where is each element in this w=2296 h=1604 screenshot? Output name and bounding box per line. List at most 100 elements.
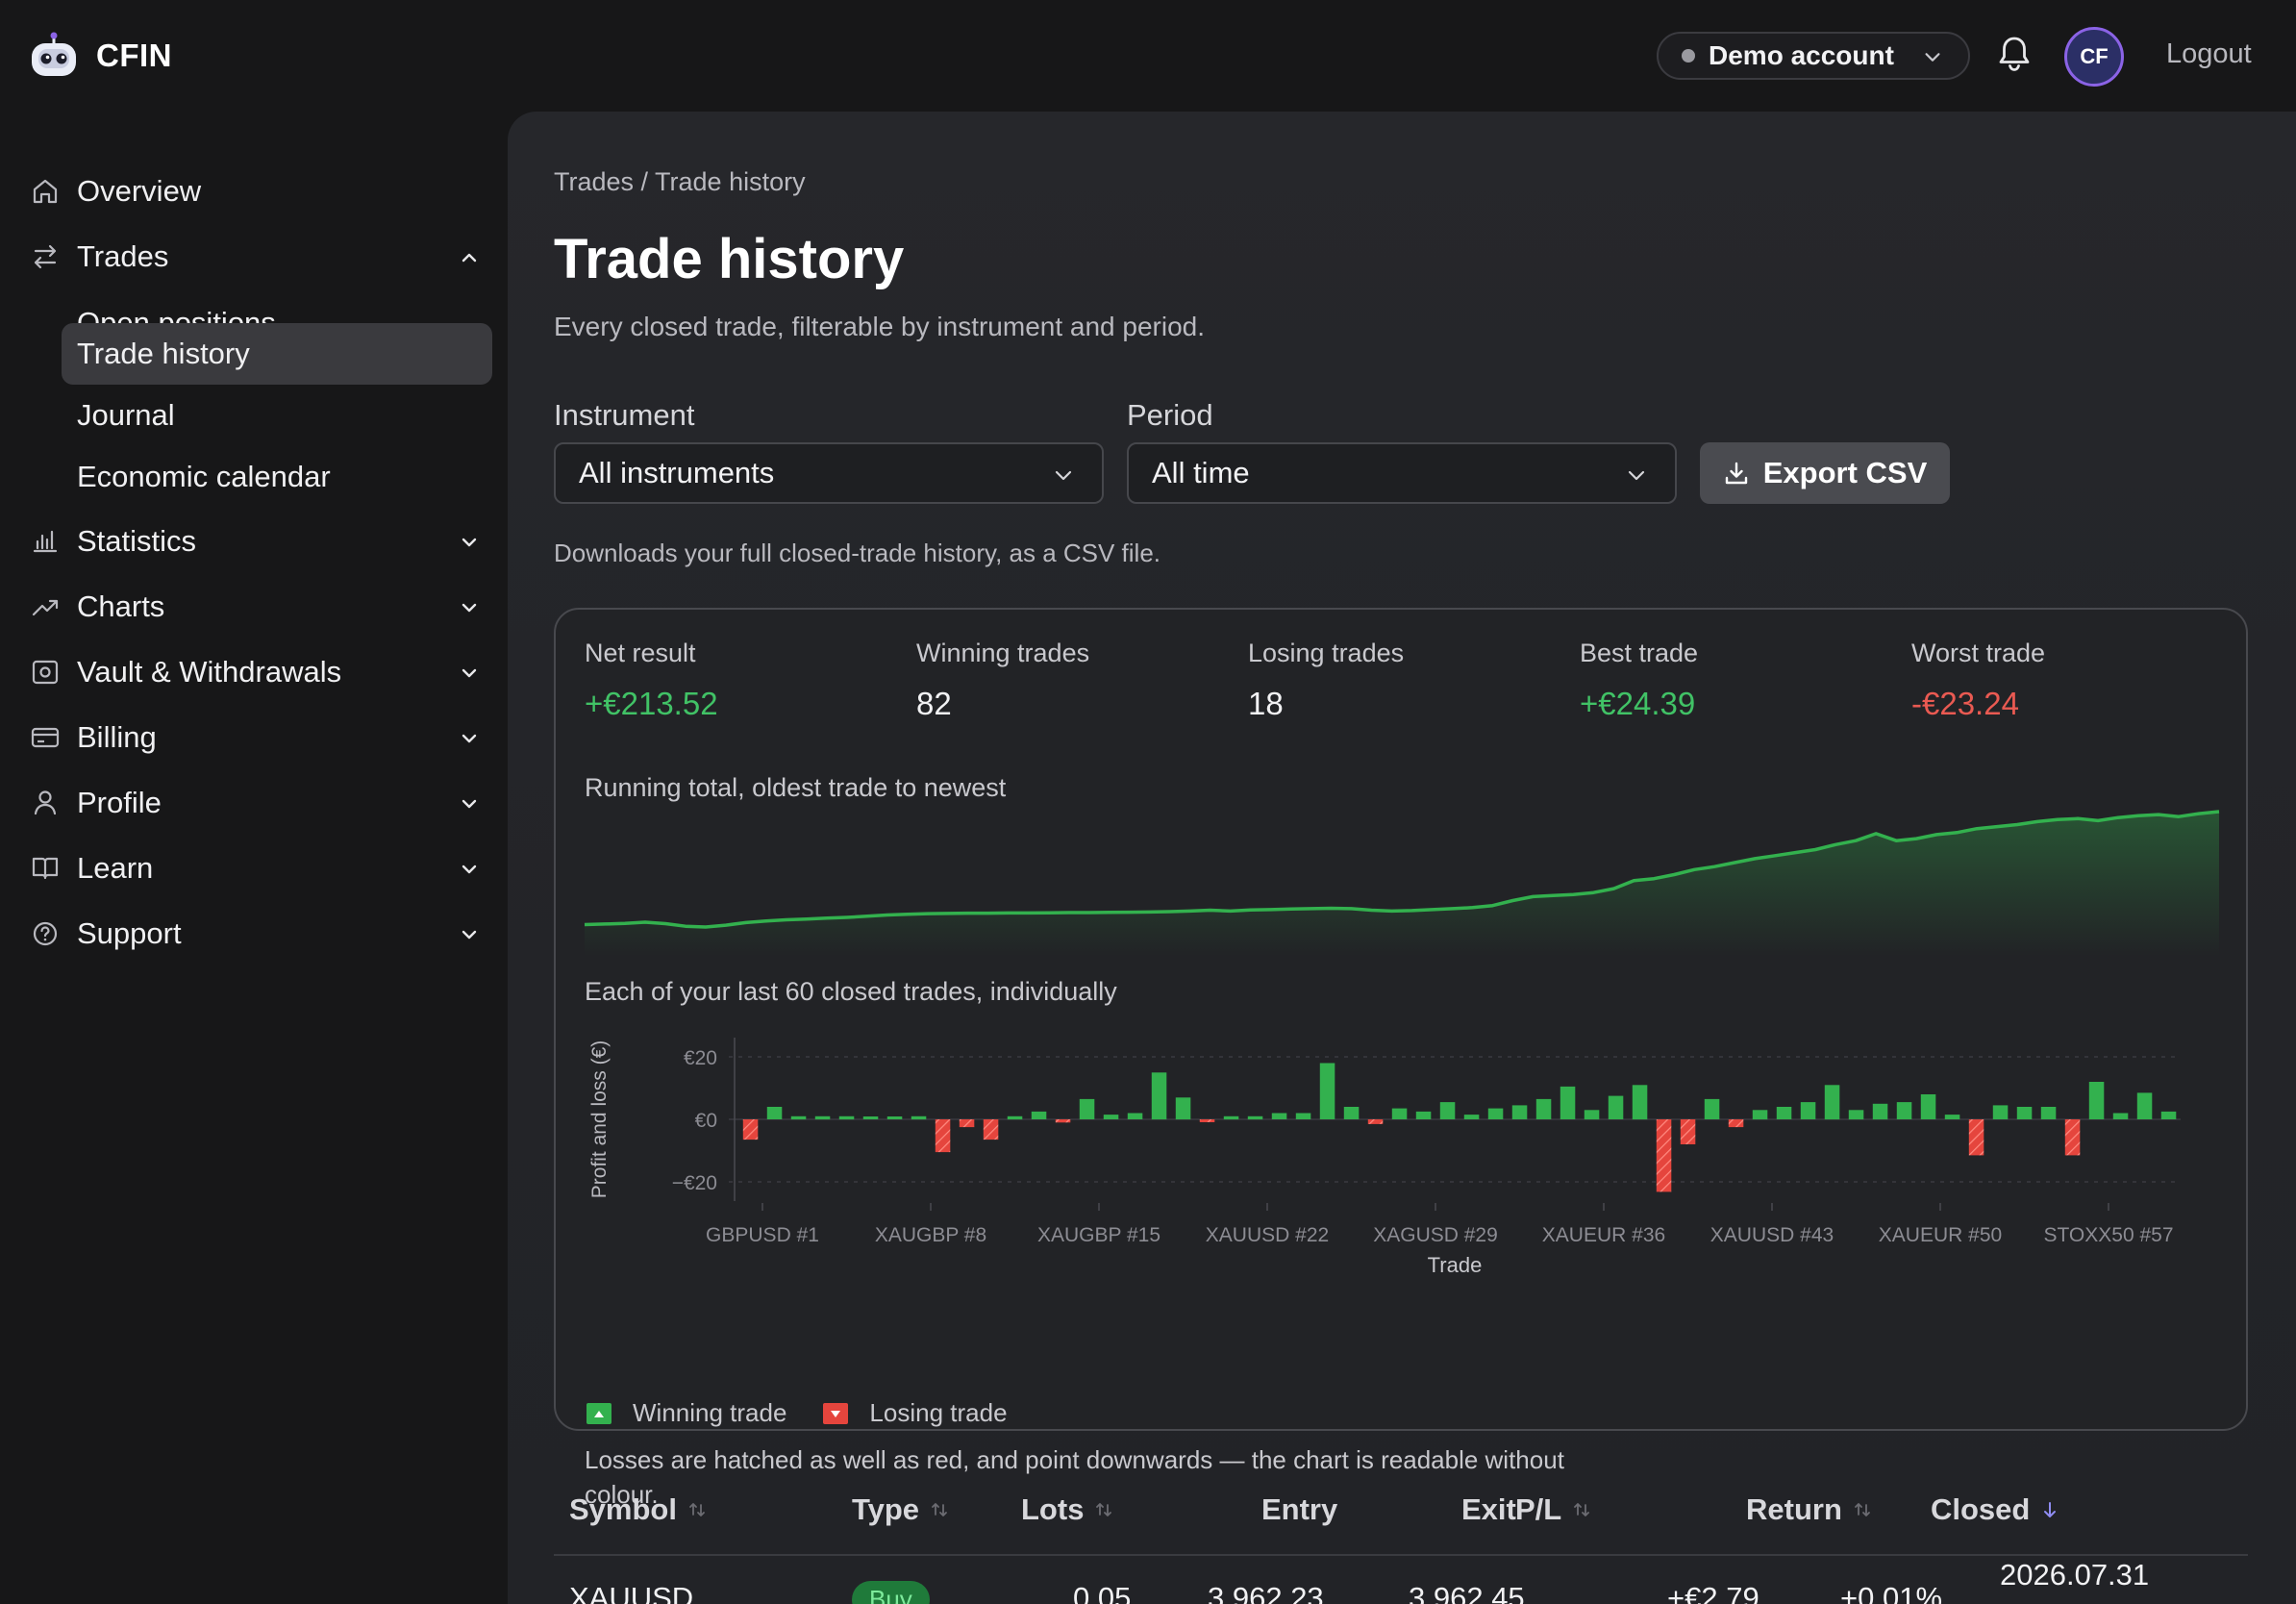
- column-header-closed[interactable]: Closed: [1931, 1492, 2060, 1527]
- win-bar[interactable]: [1079, 1098, 1095, 1119]
- sidebar-subitem-journal[interactable]: Journal: [62, 385, 492, 446]
- column-header-entry[interactable]: Entry: [1261, 1492, 1337, 1527]
- sidebar-item-label: Trades: [77, 239, 169, 273]
- avatar[interactable]: CF: [2064, 27, 2124, 87]
- win-bar[interactable]: [2136, 1092, 2153, 1119]
- win-bar[interactable]: [1343, 1107, 1360, 1119]
- win-bar[interactable]: [1151, 1072, 1167, 1120]
- column-header-pl[interactable]: P/L: [1515, 1492, 1592, 1527]
- win-bar[interactable]: [1872, 1103, 1888, 1120]
- win-bar[interactable]: [1632, 1085, 1648, 1120]
- win-bar[interactable]: [1391, 1108, 1408, 1119]
- loss-bar[interactable]: [1055, 1119, 1071, 1123]
- loss-bar[interactable]: [2064, 1119, 2081, 1156]
- win-bar[interactable]: [1463, 1115, 1480, 1119]
- win-bar[interactable]: [1439, 1102, 1456, 1119]
- win-bar[interactable]: [911, 1115, 927, 1120]
- bell-icon[interactable]: [1997, 35, 2032, 73]
- win-bar[interactable]: [886, 1116, 903, 1119]
- win-bar[interactable]: [1511, 1105, 1528, 1119]
- logout-link[interactable]: Logout: [2166, 38, 2252, 69]
- sidebar-item-profile[interactable]: Profile: [29, 776, 481, 830]
- brand[interactable]: CFIN: [29, 32, 172, 80]
- sort-icon: [1096, 1503, 1112, 1516]
- win-bar[interactable]: [1247, 1115, 1263, 1120]
- sidebar-item-charts[interactable]: Charts: [29, 580, 481, 634]
- loss-bar[interactable]: [959, 1119, 975, 1128]
- win-bar[interactable]: [2088, 1082, 2105, 1119]
- sidebar-item-trades[interactable]: Trades: [29, 230, 481, 284]
- stat-losing-trades: Losing trades 18: [1248, 639, 1404, 722]
- win-bar[interactable]: [1487, 1108, 1504, 1119]
- loss-bar[interactable]: [1968, 1119, 1984, 1156]
- win-bar[interactable]: [862, 1116, 879, 1119]
- win-bar[interactable]: [2160, 1111, 2177, 1119]
- win-bar[interactable]: [790, 1115, 807, 1120]
- win-bar[interactable]: [814, 1115, 831, 1120]
- loss-bar[interactable]: [1367, 1119, 1384, 1124]
- sidebar-item-vault-withdrawals[interactable]: Vault & Withdrawals: [29, 645, 481, 699]
- win-bar[interactable]: [1776, 1107, 1792, 1119]
- win-bar[interactable]: [1800, 1102, 1816, 1119]
- win-bar[interactable]: [2040, 1107, 2057, 1119]
- win-bar[interactable]: [1704, 1098, 1720, 1119]
- sidebar-item-support[interactable]: Support: [29, 907, 481, 961]
- win-bar[interactable]: [1295, 1113, 1311, 1120]
- column-header-symbol[interactable]: Symbol: [569, 1492, 708, 1527]
- sidebar-subitem-trade-history[interactable]: Trade history: [62, 323, 492, 385]
- win-bar[interactable]: [1560, 1086, 1576, 1119]
- win-bar[interactable]: [1752, 1110, 1768, 1120]
- column-header-lots[interactable]: Lots: [1021, 1492, 1114, 1527]
- win-bar[interactable]: [1175, 1097, 1191, 1120]
- win-bar[interactable]: [1271, 1113, 1287, 1120]
- sidebar-item-label: Profile: [77, 786, 162, 819]
- period-select[interactable]: All time: [1127, 442, 1677, 504]
- bar-chart-icon: [33, 530, 58, 553]
- win-bar[interactable]: [1992, 1105, 2009, 1119]
- win-bar[interactable]: [1824, 1085, 1840, 1120]
- sidebar-subitem-economic-calendar[interactable]: Economic calendar: [62, 446, 492, 508]
- sidebar-item-billing[interactable]: Billing: [29, 711, 481, 764]
- account-switcher[interactable]: Demo account: [1657, 32, 1970, 80]
- win-bar[interactable]: [1223, 1115, 1239, 1120]
- win-bar[interactable]: [1103, 1115, 1119, 1119]
- win-bar[interactable]: [1319, 1063, 1335, 1120]
- column-header-label: Type: [852, 1492, 920, 1526]
- win-bar[interactable]: [1584, 1110, 1600, 1120]
- win-bar[interactable]: [1127, 1113, 1143, 1120]
- win-bar[interactable]: [838, 1115, 855, 1120]
- loss-bar[interactable]: [1680, 1119, 1696, 1144]
- win-bar[interactable]: [766, 1107, 783, 1119]
- win-bar[interactable]: [1415, 1111, 1432, 1119]
- sidebar-item-overview[interactable]: Overview: [29, 164, 481, 218]
- breadcrumb[interactable]: Trades / Trade history: [554, 167, 806, 196]
- column-header-label: Return: [1746, 1492, 1842, 1526]
- loss-bar[interactable]: [983, 1119, 999, 1140]
- export-csv-button[interactable]: Export CSV: [1700, 442, 1950, 504]
- loss-bar[interactable]: [1656, 1119, 1672, 1192]
- win-bar[interactable]: [1031, 1111, 1047, 1119]
- sort-icon: [1574, 1503, 1590, 1516]
- win-bar[interactable]: [1535, 1098, 1552, 1119]
- sidebar-item-statistics[interactable]: Statistics: [29, 514, 481, 568]
- column-header-return[interactable]: Return: [1746, 1492, 1873, 1527]
- loss-bar[interactable]: [1728, 1119, 1744, 1128]
- loss-bar[interactable]: [935, 1119, 951, 1153]
- win-bar[interactable]: [1848, 1110, 1864, 1120]
- win-bar[interactable]: [1896, 1102, 1912, 1119]
- win-bar[interactable]: [1007, 1115, 1023, 1120]
- win-bar[interactable]: [2112, 1113, 2129, 1120]
- column-header-exit[interactable]: Exit: [1461, 1492, 1516, 1527]
- instrument-label: Instrument: [554, 398, 695, 432]
- loss-bar[interactable]: [742, 1119, 759, 1140]
- book-icon: [32, 857, 59, 880]
- column-header-type[interactable]: Type: [852, 1492, 950, 1527]
- sidebar-item-learn[interactable]: Learn: [29, 841, 481, 895]
- win-bar[interactable]: [1608, 1095, 1624, 1119]
- win-bar[interactable]: [1920, 1094, 1936, 1119]
- win-bar[interactable]: [1944, 1115, 1960, 1119]
- instrument-select[interactable]: All instruments: [554, 442, 1104, 504]
- loss-bar[interactable]: [1199, 1119, 1215, 1122]
- win-bar[interactable]: [2016, 1107, 2033, 1119]
- sort-icon: [689, 1503, 705, 1516]
